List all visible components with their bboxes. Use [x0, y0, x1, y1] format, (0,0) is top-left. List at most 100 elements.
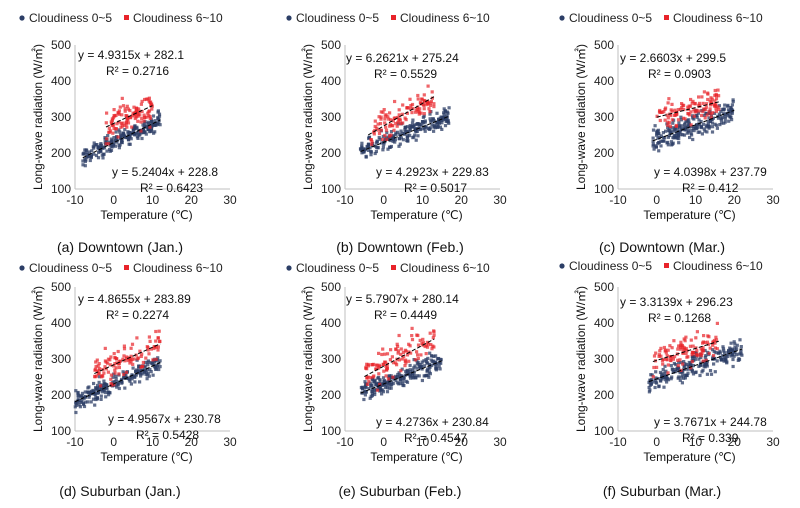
data-point-low-cloud — [671, 126, 675, 130]
data-point-low-cloud — [685, 118, 689, 122]
data-point-low-cloud — [78, 405, 82, 409]
x-tick-label: 0 — [380, 435, 387, 449]
data-point-high-cloud — [655, 114, 659, 118]
data-point-high-cloud — [130, 125, 134, 129]
equation-high-cloud: y = 4.8655x + 283.89 — [78, 292, 191, 306]
legend-marker-low-cloud — [559, 15, 565, 21]
data-point-high-cloud — [666, 101, 670, 105]
data-point-low-cloud — [408, 370, 412, 374]
data-point-high-cloud — [713, 93, 717, 97]
data-point-low-cloud — [94, 397, 98, 402]
data-point-high-cloud — [400, 357, 404, 361]
data-point-high-cloud — [132, 357, 136, 361]
data-point-low-cloud — [385, 390, 390, 394]
data-point-low-cloud — [730, 110, 734, 114]
r-squared-low-cloud: R² = 0.4547 — [404, 431, 467, 445]
data-point-low-cloud — [373, 390, 377, 394]
data-point-low-cloud — [133, 127, 137, 131]
data-point-low-cloud — [129, 382, 133, 386]
legend-marker-high-cloud — [124, 265, 129, 270]
data-point-low-cloud — [413, 364, 417, 368]
data-point-low-cloud — [439, 361, 443, 365]
data-point-low-cloud — [385, 380, 389, 384]
data-point-low-cloud — [74, 389, 78, 393]
data-point-low-cloud — [80, 398, 84, 402]
data-point-low-cloud — [416, 122, 420, 126]
legend-marker-high-cloud — [391, 15, 396, 20]
data-point-low-cloud — [96, 156, 101, 160]
data-point-low-cloud — [103, 136, 107, 140]
data-point-low-cloud — [99, 146, 103, 150]
data-point-high-cloud — [409, 351, 413, 355]
data-point-high-cloud — [112, 352, 116, 356]
data-point-high-cloud — [403, 348, 407, 352]
data-point-high-cloud — [672, 339, 676, 343]
data-point-low-cloud — [91, 397, 96, 401]
equation-high-cloud: y = 2.6603x + 299.5 — [620, 51, 726, 65]
data-point-high-cloud — [712, 338, 717, 343]
data-point-low-cloud — [686, 371, 690, 375]
data-point-high-cloud — [704, 102, 708, 106]
data-point-high-cloud — [410, 338, 415, 342]
y-axis-label: Long-wave radiation (W/㎡) — [574, 286, 588, 432]
data-point-high-cloud — [424, 352, 428, 356]
data-point-low-cloud — [701, 122, 706, 126]
data-point-high-cloud — [702, 334, 706, 338]
data-point-high-cloud — [147, 109, 152, 113]
data-point-high-cloud — [96, 364, 100, 368]
data-point-low-cloud — [369, 150, 373, 154]
data-point-low-cloud — [445, 117, 449, 121]
data-point-high-cloud — [673, 108, 677, 112]
y-tick-label: 200 — [321, 146, 341, 160]
data-point-low-cloud — [426, 126, 430, 130]
equation-high-cloud: y = 6.2621x + 275.24 — [346, 51, 459, 65]
data-point-low-cloud — [394, 132, 398, 137]
data-point-high-cloud — [93, 367, 98, 371]
x-tick-label: 20 — [728, 193, 742, 207]
data-point-high-cloud — [426, 99, 430, 103]
data-point-low-cloud — [428, 351, 432, 355]
data-point-low-cloud — [391, 135, 396, 139]
data-point-high-cloud — [711, 343, 715, 347]
data-point-low-cloud — [76, 396, 80, 401]
data-point-low-cloud — [418, 127, 422, 131]
panel-caption: (a) Downtown (Jan.) — [57, 239, 183, 255]
data-point-high-cloud — [371, 362, 376, 366]
data-point-high-cloud — [702, 107, 706, 111]
data-point-low-cloud — [141, 123, 145, 127]
data-point-low-cloud — [429, 119, 433, 123]
data-point-low-cloud — [359, 386, 363, 390]
data-point-low-cloud — [399, 136, 403, 140]
data-point-low-cloud — [415, 366, 419, 370]
data-point-low-cloud — [367, 387, 371, 391]
data-point-high-cloud — [121, 357, 125, 361]
data-point-low-cloud — [131, 366, 135, 370]
data-point-low-cloud — [92, 141, 96, 145]
data-point-low-cloud — [107, 393, 111, 397]
data-point-low-cloud — [115, 385, 119, 389]
data-point-high-cloud — [146, 97, 150, 101]
data-point-low-cloud — [378, 386, 382, 390]
data-point-high-cloud — [124, 122, 128, 126]
data-point-low-cloud — [426, 356, 430, 360]
data-point-high-cloud — [111, 131, 115, 135]
data-point-high-cloud — [655, 365, 659, 369]
data-point-low-cloud — [447, 106, 451, 110]
legend-label-high-cloud: Cloudiness 6~10 — [673, 11, 763, 25]
data-point-low-cloud — [390, 380, 394, 384]
data-point-high-cloud — [407, 359, 411, 363]
data-point-low-cloud — [105, 386, 109, 390]
data-point-low-cloud — [679, 375, 683, 379]
data-point-low-cloud — [420, 123, 424, 127]
data-point-low-cloud — [137, 364, 141, 368]
r-squared-high-cloud: R² = 0.2716 — [106, 64, 169, 78]
data-point-high-cloud — [382, 369, 386, 373]
data-point-low-cloud — [739, 345, 743, 349]
data-point-high-cloud — [94, 360, 98, 364]
data-point-low-cloud — [123, 128, 127, 132]
data-point-low-cloud — [411, 125, 415, 129]
data-point-low-cloud — [665, 380, 669, 384]
data-point-high-cloud — [418, 100, 422, 104]
legend-label-low-cloud: Cloudiness 0~5 — [29, 261, 112, 275]
data-point-high-cloud — [701, 340, 705, 344]
